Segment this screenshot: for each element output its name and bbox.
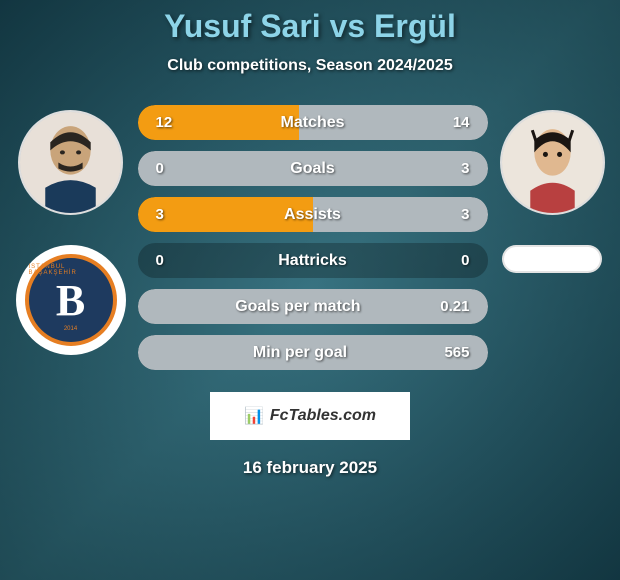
stat-label: Matches <box>280 114 344 132</box>
stat-left-value: 12 <box>156 114 173 131</box>
stat-right-value: 0.21 <box>440 298 469 315</box>
stat-bar-matches: 12 Matches 14 <box>138 105 488 140</box>
stat-bars: 12 Matches 14 0 Goals 3 3 Assi <box>138 105 488 370</box>
player-right-avatar <box>500 110 605 215</box>
stat-label: Goals per match <box>235 298 360 316</box>
club-name-text: ISTANBUL BAŞAKŞEHİR <box>29 264 113 276</box>
club-year: 2014 <box>64 326 77 332</box>
stat-label: Min per goal <box>253 344 347 362</box>
footer-date: 16 february 2025 <box>0 458 620 478</box>
comparison-card: Yusuf Sari vs Ergül Club competitions, S… <box>0 0 620 580</box>
player-right-club-badge <box>502 245 602 273</box>
stat-bar-goals: 0 Goals 3 <box>138 151 488 186</box>
stat-left-value: 0 <box>156 160 164 177</box>
page-title: Yusuf Sari vs Ergül <box>0 8 620 45</box>
stat-right-value: 3 <box>461 206 469 223</box>
player-left-column: ISTANBUL BAŞAKŞEHİR B 2014 <box>16 105 126 355</box>
stat-bar-min-per-goal: Min per goal 565 <box>138 335 488 370</box>
club-initial: B <box>56 275 85 326</box>
player-right-column <box>500 105 605 273</box>
subtitle: Club competitions, Season 2024/2025 <box>0 57 620 75</box>
stats-area: ISTANBUL BAŞAKŞEHİR B 2014 12 Matches 14 <box>0 105 620 370</box>
stat-label: Assists <box>284 206 341 224</box>
stat-bar-goals-per-match: Goals per match 0.21 <box>138 289 488 324</box>
chart-icon: 📊 <box>244 406 264 426</box>
stat-label: Hattricks <box>278 252 346 270</box>
stat-left-value: 3 <box>156 206 164 223</box>
stat-right-value: 565 <box>444 344 469 361</box>
brand-text: FcTables.com <box>270 407 376 425</box>
stat-right-value: 0 <box>461 252 469 269</box>
brand-badge[interactable]: 📊 FcTables.com <box>210 392 410 440</box>
stat-bar-assists: 3 Assists 3 <box>138 197 488 232</box>
stat-right-value: 14 <box>453 114 470 131</box>
stat-right-value: 3 <box>461 160 469 177</box>
stat-left-value: 0 <box>156 252 164 269</box>
player-left-avatar <box>18 110 123 215</box>
player-left-club-badge: ISTANBUL BAŞAKŞEHİR B 2014 <box>16 245 126 355</box>
stat-bar-hattricks: 0 Hattricks 0 <box>138 243 488 278</box>
stat-label: Goals <box>290 160 334 178</box>
